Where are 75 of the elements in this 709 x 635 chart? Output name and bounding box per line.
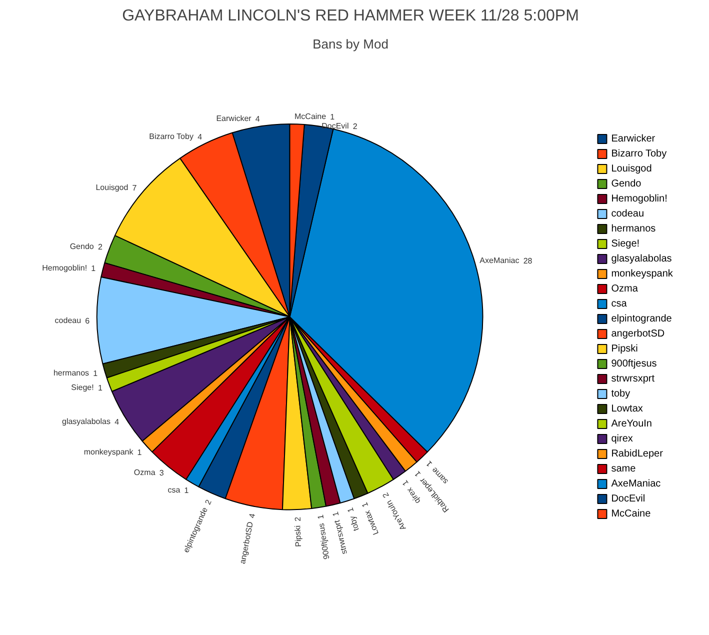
data-label: 4 <box>198 132 203 142</box>
data-label: 2 <box>352 122 358 131</box>
data-label: 1 <box>137 448 142 457</box>
data-label: 2 <box>98 242 103 252</box>
slice-label: Pipski <box>293 525 303 547</box>
data-label: 2 <box>380 490 391 500</box>
slice-label: Earwicker <box>216 114 252 124</box>
chart-subtitle: Bans by Mod <box>312 36 388 52</box>
legend-label: 900ftjesus <box>611 358 657 370</box>
legend-label: Hemogoblin! <box>611 194 668 204</box>
slice-label: csa <box>168 485 181 494</box>
slice-label: Lowtax <box>362 509 380 536</box>
slice-label: Louisgod <box>96 183 128 192</box>
legend-label: McCaine <box>611 508 652 520</box>
legend-label: RabidLeper <box>611 448 664 460</box>
data-label: 28 <box>523 256 533 266</box>
slice-label: hermanos <box>53 368 90 378</box>
slice-label: Gendo <box>70 242 94 251</box>
legend-label: glasyalabolas <box>611 254 672 264</box>
data-label: 2 <box>203 498 214 506</box>
data-label: 6 <box>85 316 90 326</box>
legend-label: csa <box>611 298 628 310</box>
data-label: 3 <box>159 468 164 478</box>
legend-label: Ozma <box>611 284 638 294</box>
data-label: 1 <box>330 112 336 122</box>
data-label: 4 <box>255 114 260 124</box>
data-label: 7 <box>132 184 138 193</box>
slice-label: Siege! <box>71 382 94 392</box>
legend-label: toby <box>611 388 630 400</box>
data-label: 1 <box>91 264 96 274</box>
legend-label: Gendo <box>611 178 642 190</box>
data-label: 1 <box>316 513 326 520</box>
slice-label: strwrsxprt <box>332 518 349 556</box>
legend-label: strwrsxprt <box>611 374 655 384</box>
legend-label: hermanos <box>611 224 656 234</box>
data-label: 1 <box>412 468 423 478</box>
slice-label: glasyalabolas <box>62 416 110 426</box>
slice-label: Ozma <box>134 468 156 478</box>
slice-label: codeau <box>54 316 82 326</box>
data-label: 1 <box>98 383 103 392</box>
legend-label: Siege! <box>611 238 640 250</box>
slice-label: toby <box>348 514 361 532</box>
legend-label: DocEvil <box>611 494 646 504</box>
legend-label: monkeyspank <box>611 268 674 280</box>
category-label: monkeyspank <box>84 447 134 456</box>
data-label: 2 <box>293 516 303 522</box>
legend-label: same <box>611 464 636 474</box>
legend-label: Earwicker <box>611 134 656 144</box>
data-label: 1 <box>424 458 434 468</box>
chart-title: GAYBRAHAM LINCOLN'S RED HAMMER WEEK 11/28 5:00PM <box>122 8 579 24</box>
data-label: 1 <box>400 478 410 488</box>
data-label: 4 <box>114 417 120 426</box>
data-label: 4 <box>247 512 258 519</box>
legend-label: qirex <box>611 434 633 444</box>
slice-label: Bizarro Toby <box>149 132 194 142</box>
data-label: 1 <box>184 486 190 495</box>
slice-label: AxeManiac <box>480 256 520 266</box>
slice-label: angerbotSD <box>238 520 255 565</box>
data-label: 1 <box>346 506 356 514</box>
legend-label: Pipski <box>611 344 638 354</box>
legend-label: elpintogrande <box>611 314 672 324</box>
data-label: 1 <box>93 369 98 378</box>
legend-label: Louisgod <box>611 164 652 174</box>
legend-label: angerbotSD <box>611 328 665 340</box>
legend-label: codeau <box>611 208 644 220</box>
legend-label: Bizarro Toby <box>611 148 667 160</box>
data-label: 1 <box>360 500 370 509</box>
slice-label: DocEvil <box>322 121 349 130</box>
legend-label: Lowtax <box>611 404 643 414</box>
slice-label: 900ftjesus <box>316 522 332 560</box>
data-label: 1 <box>330 510 341 518</box>
slice-label: McCaine <box>294 112 327 121</box>
slice-label: Hemogoblin! <box>42 264 88 273</box>
legend-label: AxeManiac <box>611 478 661 490</box>
legend-label: AreYouIn <box>611 418 652 430</box>
